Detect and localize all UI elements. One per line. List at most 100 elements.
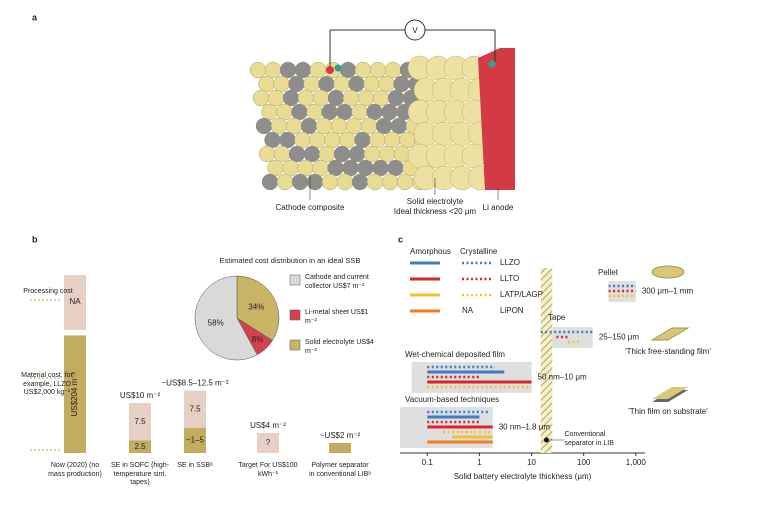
range-label: 25–150 μm	[599, 333, 640, 342]
particle	[300, 117, 318, 135]
particle	[348, 75, 365, 93]
x-tick-label: Now (2020) (no mass production)	[48, 462, 102, 478]
pellet-icon	[651, 265, 685, 279]
particle	[321, 173, 339, 191]
pie-slice	[194, 275, 258, 361]
particle	[267, 159, 284, 177]
particle	[321, 103, 338, 121]
particle	[381, 173, 399, 191]
particle	[276, 103, 293, 121]
particle	[342, 89, 360, 107]
legend-header: Crystalline	[460, 247, 498, 256]
particle	[378, 145, 396, 163]
x-tick-label: SE in SSBᵃ	[177, 462, 213, 469]
particle	[387, 159, 404, 177]
particle	[336, 173, 354, 191]
group-label: Vacuum-based techniques	[405, 395, 499, 404]
slice-label: 58%	[208, 319, 224, 328]
icon-label: 'Thin film on substrate'	[628, 407, 708, 416]
annotation: Conventional separator in LIB	[564, 431, 614, 447]
particle	[327, 159, 344, 177]
bar-segment	[64, 275, 86, 330]
callout: Li anode	[483, 203, 514, 212]
legend-label: LLTO	[500, 274, 519, 283]
particle	[255, 117, 273, 135]
slice-label: 34%	[248, 303, 264, 312]
x-tick-label: 1	[477, 458, 482, 467]
particle	[387, 89, 405, 107]
x-tick-label: 1,000	[626, 458, 647, 467]
legend-header: Amorphous	[410, 247, 451, 256]
voltmeter	[404, 19, 426, 41]
value-label: ?	[266, 438, 271, 447]
group-label: Tape	[548, 313, 566, 322]
particle	[252, 89, 270, 107]
particle	[357, 159, 374, 177]
particle	[297, 159, 314, 177]
particle	[303, 145, 321, 163]
particle	[375, 117, 393, 135]
particle	[372, 159, 389, 177]
x-tick-label: Target For US$100 kWh⁻¹	[238, 462, 298, 478]
particle	[366, 103, 383, 121]
particle	[363, 145, 381, 163]
group-label: Pellet	[598, 268, 619, 277]
series-label: Processing cost	[23, 288, 73, 295]
particle	[273, 75, 290, 93]
bar	[257, 433, 279, 453]
particle	[351, 103, 368, 121]
particle	[363, 75, 380, 93]
particle	[348, 145, 366, 163]
ion	[488, 60, 496, 68]
particle	[264, 61, 282, 79]
value-label: US$204 m⁻²	[70, 372, 79, 417]
chart-title: Estimated cost distribution in an ideal …	[219, 256, 361, 265]
x-axis-title: Solid battery electrolyte thickness (μm)	[454, 472, 592, 481]
particle	[384, 131, 401, 149]
particle	[291, 103, 308, 121]
particle	[306, 103, 323, 121]
callout: Ideal thickness <20 μm	[394, 207, 477, 216]
legend-label: LATP/LAGP	[500, 290, 543, 299]
particle	[381, 103, 398, 121]
legend-label: LiPON	[500, 306, 524, 315]
particle	[396, 173, 414, 191]
x-tick-label: 100	[577, 458, 591, 467]
x-tick-label: SE in SOFC (high-temperature sint. tapes…	[111, 462, 169, 486]
callout: Cathode composite	[276, 203, 345, 212]
particle	[333, 75, 350, 93]
group-label: Wet-chemical deposited film	[405, 350, 505, 359]
particle	[327, 89, 345, 107]
total-label: US$10 m⁻²	[120, 391, 161, 400]
value-label: ~1–5	[186, 436, 205, 445]
particle	[333, 145, 351, 163]
particle	[369, 61, 387, 79]
particle	[309, 131, 326, 149]
particle	[273, 145, 291, 163]
particle	[285, 117, 303, 135]
particle	[339, 61, 357, 79]
legend-label: Cathode and current collector US$7 m⁻²	[305, 274, 369, 290]
slice-label: 8%	[252, 335, 264, 344]
particle	[282, 159, 299, 177]
particle	[288, 145, 306, 163]
particle	[345, 117, 363, 135]
range-label: 300 μm–1 mm	[642, 287, 694, 296]
particle	[378, 75, 395, 93]
particle	[324, 131, 341, 149]
total-label: ~US$8.5–12.5 m⁻²	[161, 379, 228, 388]
value-label: 2.5	[134, 442, 146, 451]
particle	[279, 61, 297, 79]
particle	[291, 173, 309, 191]
particle	[258, 75, 275, 93]
x-tick-label: 10	[527, 458, 536, 467]
icon-label: 'Thick free-standing film'	[625, 347, 711, 356]
legend-label: LLZO	[500, 258, 520, 267]
bar-segment	[64, 335, 86, 453]
particle	[393, 145, 411, 163]
legend-swatch	[289, 339, 301, 351]
particle	[354, 61, 372, 79]
particle	[339, 131, 356, 149]
particle	[261, 103, 278, 121]
